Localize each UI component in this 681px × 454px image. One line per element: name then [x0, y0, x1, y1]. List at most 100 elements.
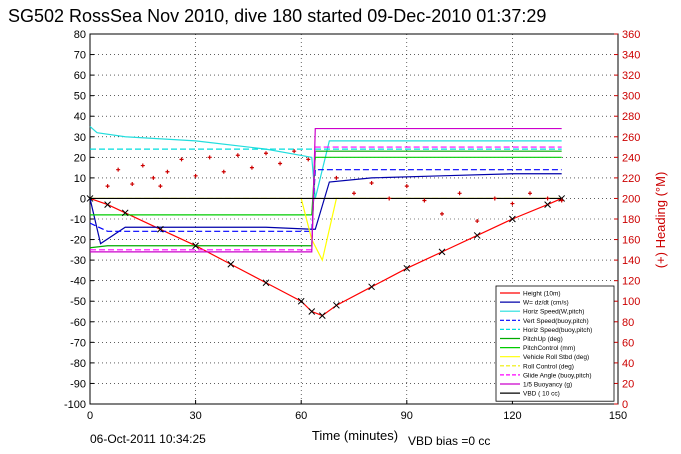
y-left-tick-label: 40 [74, 111, 86, 123]
heading-point [475, 219, 480, 224]
height-marker [104, 201, 111, 208]
y-right-tick-label: 320 [622, 70, 640, 82]
y-left-tick-label: -40 [70, 276, 86, 288]
y-right-tick-label: 20 [622, 378, 634, 390]
y-right-tick-label: 80 [622, 317, 634, 329]
series-line-4 [89, 169, 562, 232]
legend-entry: W= dz/dt (cm/s) [523, 300, 569, 307]
y-left-tick-label: 10 [74, 173, 86, 185]
heading-point [492, 196, 497, 201]
height-marker [86, 195, 94, 202]
series-line-11 [90, 127, 562, 253]
heading-point [130, 182, 135, 187]
height-marker [121, 209, 129, 217]
legend-entry: PitchUp (deg) [523, 336, 563, 343]
heading-point [193, 173, 198, 178]
y-left-tick-label: -20 [70, 235, 86, 247]
height-marker [318, 312, 326, 319]
height-marker [403, 264, 411, 272]
heading-point [158, 184, 163, 189]
y-left-tick-label: -10 [70, 214, 86, 226]
x-axis-label: Time (minutes) [312, 428, 398, 443]
y-left-tick-label: 80 [74, 29, 86, 41]
legend-box [495, 285, 615, 402]
x-tick-label: 60 [295, 410, 307, 422]
y-left-tick-label: -80 [70, 358, 86, 370]
y-right-tick-label: 240 [622, 152, 640, 164]
height-marker [368, 283, 375, 291]
y-right-tick-label: 360 [622, 29, 640, 41]
legend-entry: 1/5 Buoyancy (g) [523, 382, 572, 389]
heading-point [278, 161, 283, 166]
right-axis-label: (+) Heading (°M) [653, 172, 668, 269]
heading-point [292, 149, 297, 154]
y-left-tick-label: -70 [70, 337, 86, 349]
height-marker [157, 225, 164, 233]
vbd-bias-text: VBD bias =0 cc [408, 434, 490, 448]
chart-title: SG502 RossSea Nov 2010, dive 180 started… [8, 6, 546, 26]
y-right-tick-label: 100 [622, 296, 640, 308]
height-marker [438, 248, 446, 256]
height-marker [227, 260, 235, 268]
y-left-tick-label: 70 [74, 50, 86, 62]
heading-point [140, 163, 145, 168]
heading-point [387, 196, 392, 201]
y-left-tick-label: -90 [70, 378, 86, 390]
x-tick-label: 150 [609, 410, 627, 422]
legend-entry: Horiz Speed(buoy,pitch) [523, 327, 592, 334]
x-tick-label: 90 [401, 410, 413, 422]
y-right-tick-label: 160 [622, 235, 640, 247]
heading-point [404, 184, 409, 189]
y-left-tick-label: 20 [74, 152, 86, 164]
y-right-tick-label: 260 [622, 132, 640, 144]
heading-point [440, 211, 444, 216]
heading-point [116, 167, 121, 172]
y-left-tick-label: 50 [74, 91, 86, 103]
height-marker [333, 301, 340, 309]
y-left-tick-label: 30 [74, 132, 86, 144]
series-line-10 [90, 146, 562, 251]
legend-entry: Height (10m) [523, 291, 561, 298]
series-line-2 [89, 173, 562, 245]
heading-point [528, 191, 532, 196]
heading-point [457, 191, 462, 196]
heading-point [334, 175, 339, 180]
height-marker [544, 201, 551, 208]
heading-point [510, 201, 515, 206]
heading-point [165, 169, 170, 174]
y-left-tick-label: 60 [74, 70, 86, 82]
y-right-tick-label: 140 [622, 255, 640, 267]
x-tick-label: 120 [503, 410, 521, 422]
heading-point [249, 165, 254, 170]
y-left-tick-label: -60 [70, 317, 86, 329]
legend-entry: VBD ( 10 cc) [523, 391, 560, 398]
y-right-tick-label: 340 [622, 50, 640, 62]
heading-point [179, 157, 184, 162]
legend-entry: PitchControl (mm) [523, 345, 575, 352]
legend: Height (10m) W= dz/dt (cm/s) Horiz Speed(W… [495, 285, 615, 402]
y-right-tick-label: 120 [622, 276, 640, 288]
heading-point [264, 151, 268, 156]
y-right-tick-label: 40 [622, 358, 634, 370]
y-right-tick-label: 220 [622, 173, 640, 185]
y-left-tick-label: -100 [64, 399, 86, 411]
heading-point [306, 157, 311, 162]
y-right-tick-label: 280 [622, 111, 640, 123]
legend-entry: Horiz Speed(W,pitch) [523, 309, 584, 316]
y-right-tick-label: 180 [622, 214, 640, 226]
height-marker [308, 308, 316, 315]
x-tick-label: 30 [189, 410, 201, 422]
heading-point [151, 175, 156, 180]
legend-entry: Roll Control (deg) [523, 363, 574, 370]
y-right-tick-label: 300 [622, 91, 640, 103]
height-marker [509, 215, 516, 223]
heading-point [105, 184, 110, 189]
y-left-tick-label: -30 [70, 255, 86, 267]
y-left-tick-label: 0 [80, 193, 86, 205]
series-line-7 [90, 156, 562, 216]
height-marker [297, 297, 305, 305]
legend-entry: Vert Speed(buoy,pitch) [523, 318, 589, 325]
series-line-1 [89, 197, 562, 317]
y-right-tick-label: 200 [622, 193, 640, 205]
